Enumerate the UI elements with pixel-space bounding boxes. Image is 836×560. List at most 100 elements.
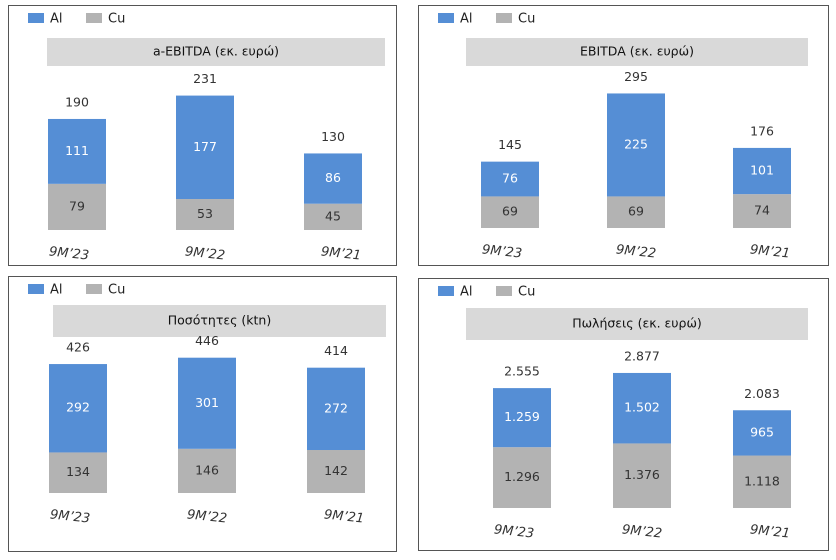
x-tick-label: 9M’21 [749, 522, 791, 541]
value-label: 292 [66, 400, 90, 415]
value-label: 101 [750, 163, 774, 178]
bar-segment [49, 452, 107, 493]
x-tick-label: 9M’23 [493, 522, 535, 541]
value-label: 134 [66, 464, 90, 479]
value-label: 1.296 [504, 469, 540, 484]
bar-segment [607, 196, 665, 228]
chart-panel: Al Cu EBITDA (εκ. ευρώ) 69 76 145 9M’23 69 225 29… [418, 5, 829, 266]
bar-segment [49, 364, 107, 453]
value-label: 177 [193, 139, 217, 154]
bar-segment [481, 161, 539, 197]
title-bar [47, 38, 385, 66]
legend-label: Al [460, 12, 473, 27]
title-bar [466, 38, 808, 66]
total-label: 2.877 [624, 348, 660, 363]
chart-panel: Al Cu a-EBITDA (εκ. ευρώ) 79 111 190 9M’23 53 17… [8, 5, 397, 266]
x-tick-label: 9M’23 [49, 507, 91, 526]
bar-segment [481, 196, 539, 228]
legend-label: Cu [108, 283, 125, 298]
total-label: 130 [321, 129, 345, 144]
x-tick-label: 9M’22 [186, 507, 228, 526]
x-tick-label: 9M’23 [48, 244, 90, 263]
x-tick-label: 9M’22 [615, 242, 657, 261]
legend-label: Al [50, 12, 63, 27]
bar-segment [733, 410, 791, 456]
bar-segment [733, 455, 791, 508]
chart-title: Ποσότητες (ktn) [168, 313, 271, 328]
x-tick-label: 9M’21 [320, 244, 362, 263]
bar-segment [307, 450, 365, 493]
legend-swatch [496, 13, 512, 23]
value-label: 76 [502, 171, 518, 186]
legend-swatch [438, 13, 454, 23]
bar-segment [304, 203, 362, 230]
value-label: 69 [502, 204, 518, 219]
total-label: 426 [66, 340, 90, 355]
legend-label: Cu [518, 12, 535, 27]
chart-panel: Al Cu Ποσότητες (ktn) 134 292 426 9M’23 146 301 4… [8, 276, 397, 552]
bar-segment [493, 388, 551, 448]
legend-label: Cu [108, 12, 125, 27]
total-label: 414 [324, 343, 348, 358]
bar-segment [48, 183, 106, 230]
bar-segment [733, 194, 791, 228]
value-label: 79 [69, 198, 85, 213]
value-label: 45 [325, 208, 341, 223]
legend-swatch [438, 286, 454, 296]
chart-title: Πωλήσεις (εκ. ευρώ) [572, 316, 702, 331]
value-label: 1.118 [744, 473, 780, 488]
legend-swatch [86, 284, 102, 294]
total-label: 145 [498, 137, 522, 152]
bar-segment [307, 367, 365, 451]
bar-segment [176, 95, 234, 200]
value-label: 111 [65, 143, 89, 158]
value-label: 142 [324, 463, 348, 478]
total-label: 2.555 [504, 364, 540, 379]
value-label: 69 [628, 204, 644, 219]
bar-segment [613, 372, 671, 444]
total-label: 231 [193, 71, 217, 86]
x-tick-label: 9M’21 [749, 242, 791, 261]
value-label: 225 [624, 136, 648, 151]
total-label: 295 [624, 69, 648, 84]
total-label: 176 [750, 123, 774, 138]
x-tick-label: 9M’21 [323, 507, 365, 526]
value-label: 86 [325, 170, 341, 185]
title-bar [466, 308, 808, 340]
value-label: 1.376 [624, 467, 660, 482]
bar-segment [176, 199, 234, 230]
x-tick-label: 9M’22 [621, 522, 663, 541]
bar-segment [733, 147, 791, 195]
value-label: 272 [324, 400, 348, 415]
value-label: 965 [750, 424, 774, 439]
bar-segment [304, 153, 362, 204]
legend-label: Al [460, 285, 473, 300]
x-tick-label: 9M’23 [481, 242, 523, 261]
legend-swatch [86, 13, 102, 23]
value-label: 1.259 [504, 409, 540, 424]
chart-panel: Al Cu Πωλήσεις (εκ. ευρώ) 1.296 1.259 2.555 9M… [418, 278, 829, 551]
chart-title: a-EBITDA (εκ. ευρώ) [153, 44, 279, 59]
value-label: 53 [197, 206, 213, 221]
chart-title: EBITDA (εκ. ευρώ) [580, 44, 694, 59]
legend-swatch [496, 286, 512, 296]
legend-swatch [28, 13, 44, 23]
bar-segment [178, 448, 236, 493]
value-label: 74 [754, 203, 770, 218]
bar-segment [493, 447, 551, 508]
total-label: 2.083 [744, 386, 780, 401]
bar-segment [613, 443, 671, 508]
bar-segment [178, 357, 236, 449]
value-label: 146 [195, 462, 219, 477]
bar-segment [48, 118, 106, 184]
legend-label: Cu [518, 285, 535, 300]
x-tick-label: 9M’22 [184, 244, 226, 263]
legend-label: Al [50, 283, 63, 298]
bar-segment [607, 93, 665, 197]
title-bar [53, 305, 386, 337]
total-label: 446 [195, 333, 219, 348]
value-label: 301 [195, 395, 219, 410]
total-label: 190 [65, 94, 89, 109]
